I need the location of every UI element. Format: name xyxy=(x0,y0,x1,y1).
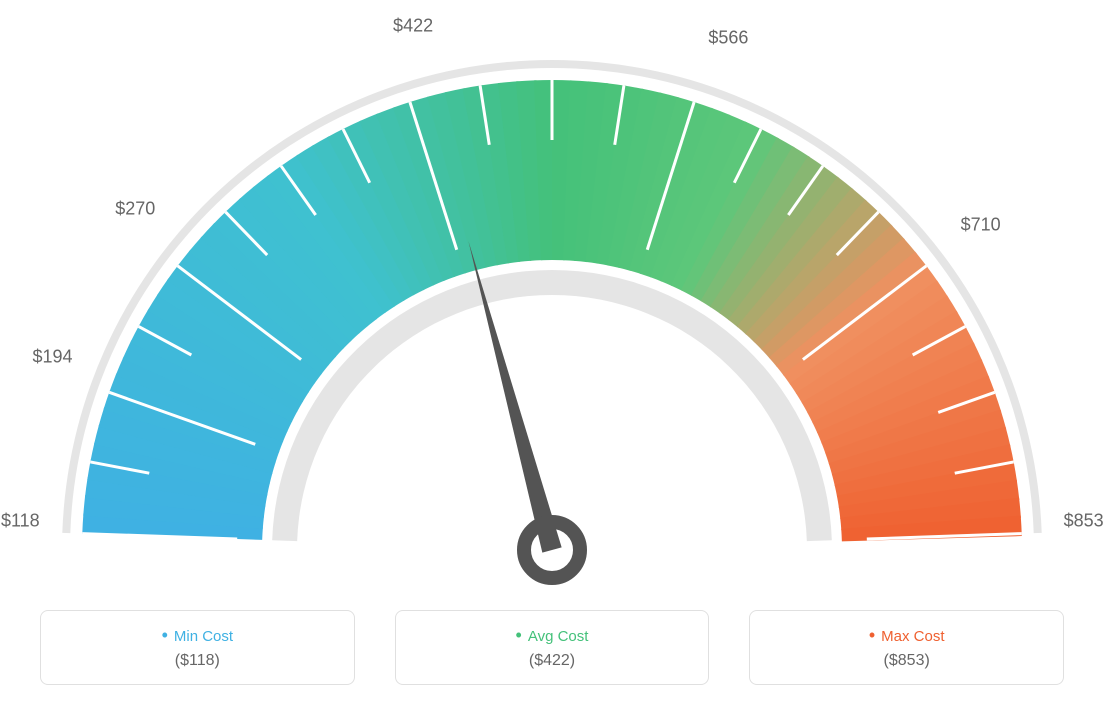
legend-avg-value: ($422) xyxy=(406,652,699,670)
legend-avg-label: Avg Cost xyxy=(406,625,699,646)
legend-max-label: Max Cost xyxy=(760,625,1053,646)
legend-row: Min Cost ($118) Avg Cost ($422) Max Cost… xyxy=(0,600,1104,705)
legend-max-box: Max Cost ($853) xyxy=(749,610,1064,685)
legend-avg-box: Avg Cost ($422) xyxy=(395,610,710,685)
legend-min-label: Min Cost xyxy=(51,625,344,646)
gauge-tick-label: $710 xyxy=(961,214,1001,235)
gauge-tick-label: $566 xyxy=(708,28,748,49)
legend-min-value: ($118) xyxy=(51,652,344,670)
gauge-tick-label: $270 xyxy=(115,199,155,220)
cost-gauge-chart: $118 $194 $270 $422 $566 $710 $853 xyxy=(0,0,1104,600)
gauge-svg xyxy=(0,10,1104,600)
gauge-tick-label: $422 xyxy=(393,16,433,37)
gauge-tick-label: $118 xyxy=(1,511,40,532)
gauge-tick-label: $853 xyxy=(1064,511,1104,532)
legend-max-value: ($853) xyxy=(760,652,1053,670)
gauge-tick-label: $194 xyxy=(32,346,72,367)
legend-min-box: Min Cost ($118) xyxy=(40,610,355,685)
